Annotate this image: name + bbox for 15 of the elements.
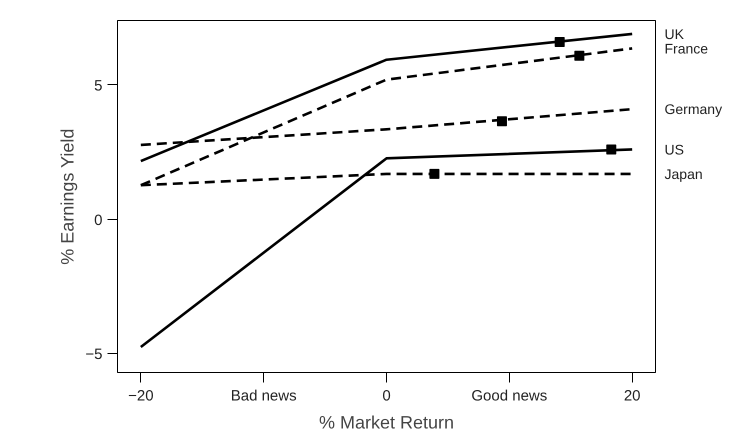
text: UK: [664, 26, 685, 42]
x-tick-label: Bad news: [230, 388, 297, 404]
y-tick-label: 0: [94, 212, 102, 229]
text: US: [664, 141, 684, 158]
y-tick-label: 5: [94, 77, 102, 94]
x-tick-label: Good news: [471, 388, 548, 404]
x-axis-title: % Market Return: [318, 412, 454, 432]
text: Japan: [664, 166, 703, 182]
y-axis-title: % Earnings Yield: [57, 128, 78, 265]
x-tick-label: 20: [624, 388, 641, 404]
x-tick-label: 0: [382, 388, 391, 404]
text: France: [664, 40, 708, 56]
y-tick-label: −5: [85, 346, 103, 364]
text: Germany: [664, 101, 722, 118]
x-tick-label: −20: [128, 388, 154, 404]
